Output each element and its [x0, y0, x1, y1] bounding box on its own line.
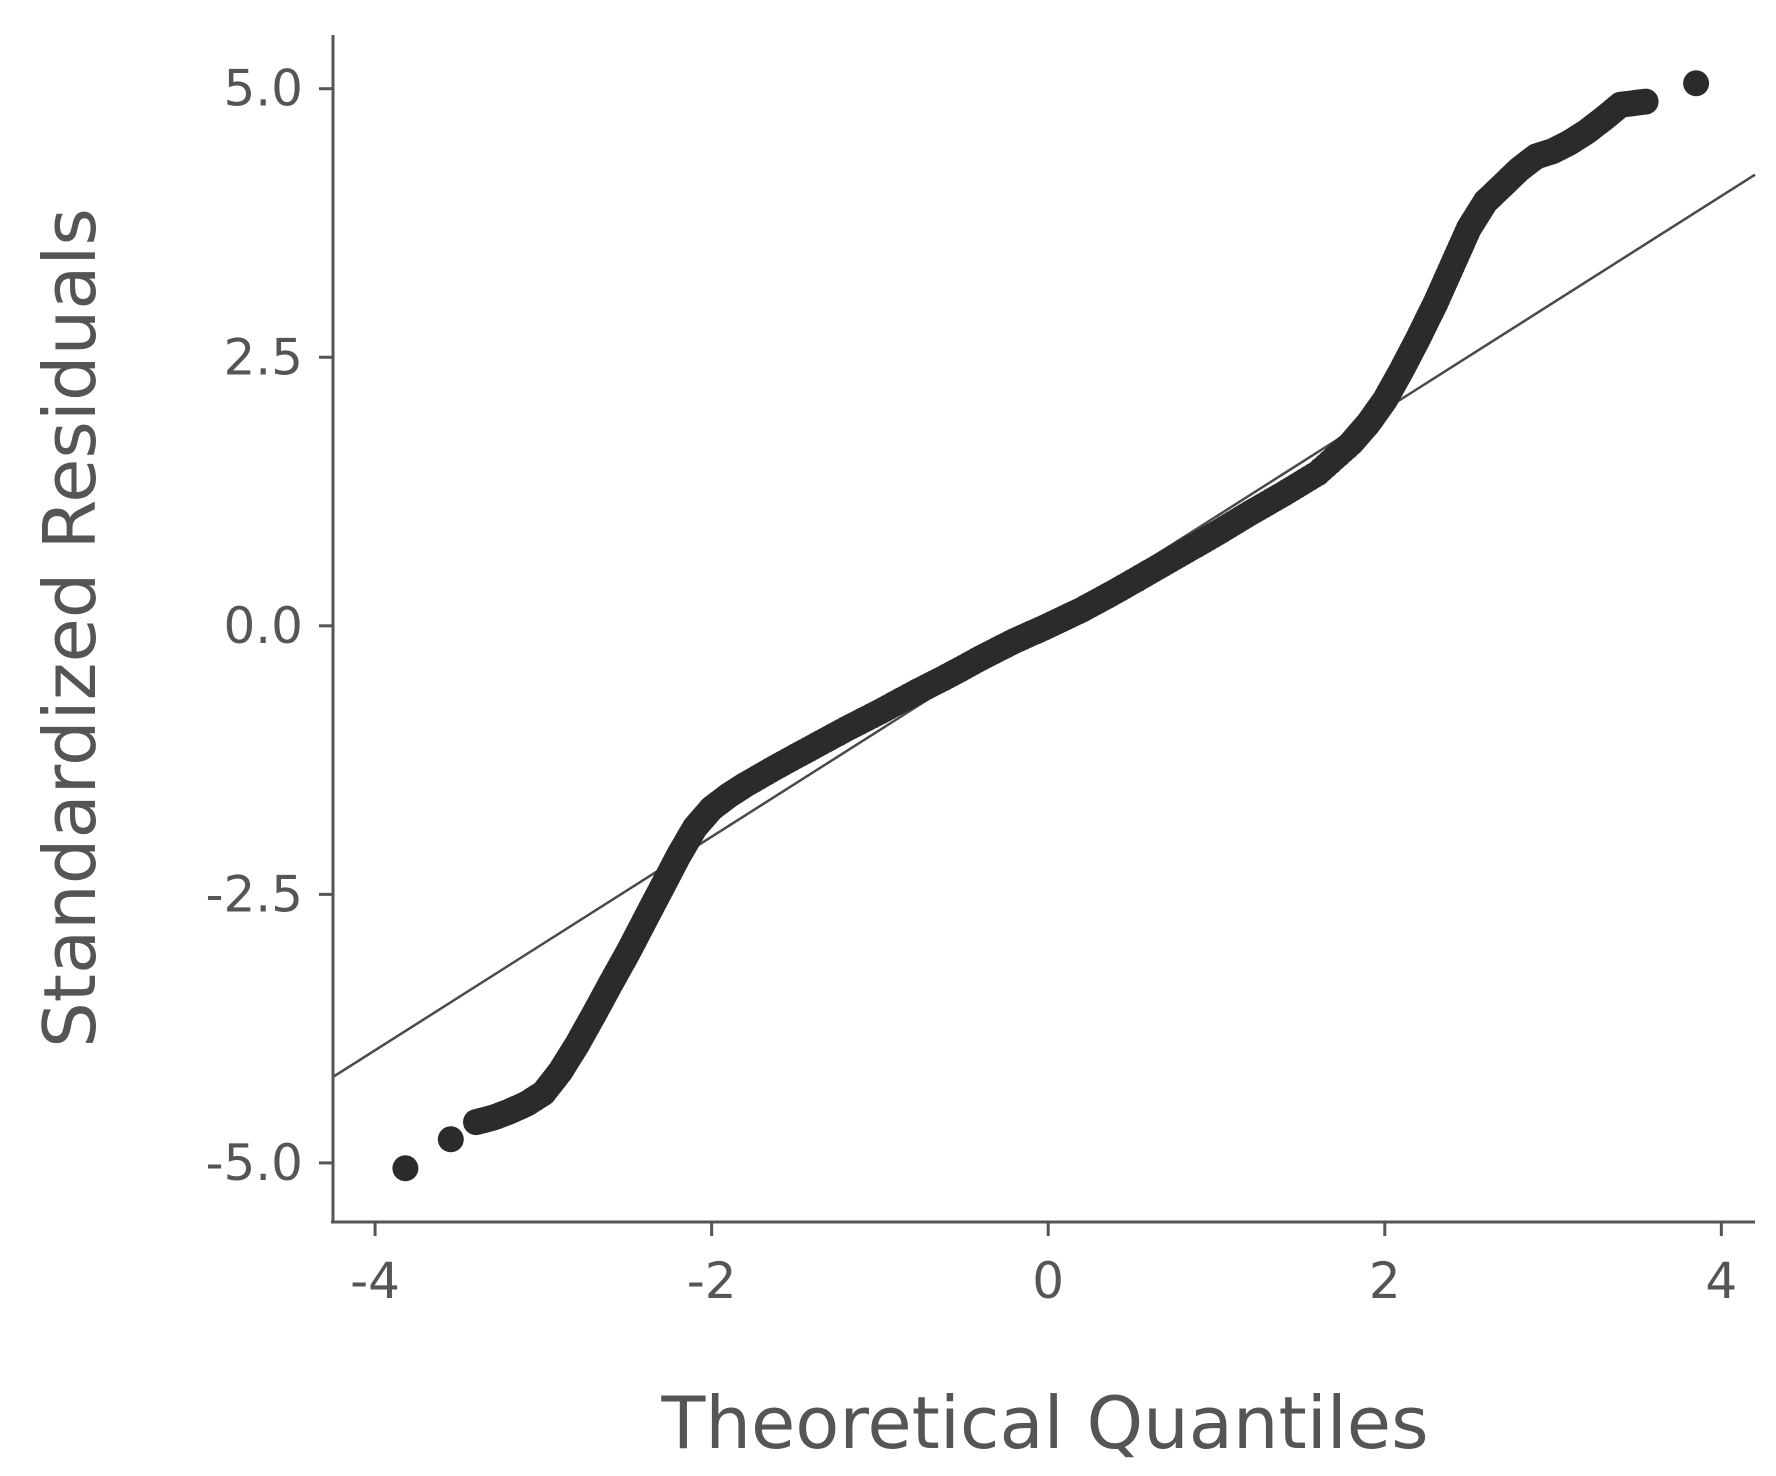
x-tick-label: 4: [1705, 1252, 1737, 1310]
data-point: [392, 1155, 419, 1182]
y-axis-ticks: -5.0 -2.5 0.0 2.5 5.0: [205, 60, 333, 1192]
axes: [331, 35, 1755, 1224]
x-tick-label: 0: [1032, 1252, 1064, 1310]
points-layer: [392, 70, 1710, 1182]
y-axis-title: Standardized Residuals: [28, 208, 112, 1048]
x-tick-label: -4: [350, 1252, 400, 1310]
y-tick-label: 5.0: [223, 60, 303, 118]
data-point-fill: [1629, 89, 1656, 115]
x-tick-label: 2: [1369, 1252, 1401, 1310]
data-point: [437, 1126, 464, 1153]
x-tick-label: -2: [687, 1252, 737, 1310]
y-tick-label: 2.5: [223, 328, 303, 386]
y-tick-label: -2.5: [205, 865, 303, 923]
x-axis-title: Theoretical Quantiles: [660, 1381, 1428, 1465]
x-axis-ticks: -4 -2 0 2 4: [350, 1222, 1737, 1310]
data-point: [1683, 70, 1710, 97]
y-tick-label: -5.0: [205, 1134, 303, 1192]
y-tick-label: 0.0: [223, 597, 303, 655]
